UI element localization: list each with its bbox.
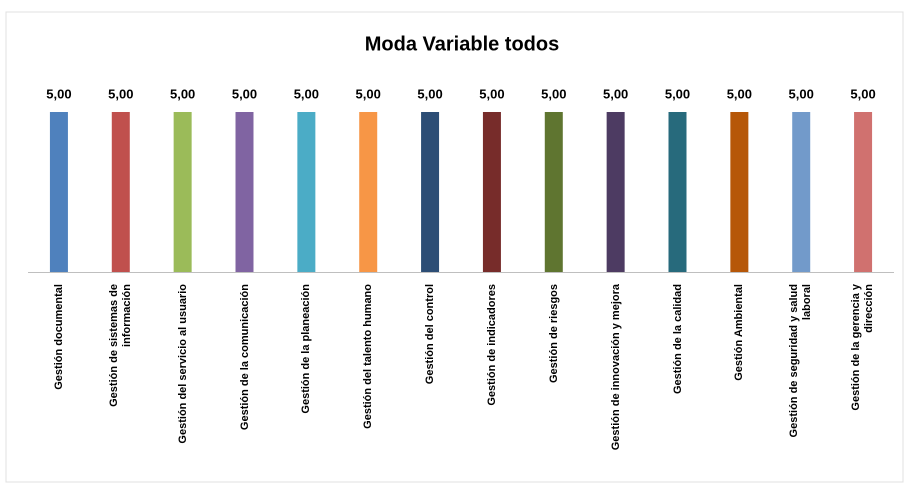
value-label: 5,00 [850, 86, 875, 101]
value-label: 5,00 [232, 86, 257, 101]
value-label: 5,00 [603, 86, 628, 101]
value-label: 5,00 [108, 86, 133, 101]
bar [854, 112, 873, 272]
x-tick-label: Gestión del control [423, 284, 436, 385]
bar [49, 112, 68, 272]
bar [668, 112, 687, 272]
bar [606, 112, 625, 272]
x-tick-label: Gestión de riesgos [547, 284, 560, 384]
bar [792, 112, 811, 272]
chart-title: Moda Variable todos [365, 33, 559, 55]
bar [297, 112, 316, 272]
bar [359, 112, 378, 272]
x-tick-label: Gestión de la planeación [299, 284, 312, 414]
x-tick-label: Gestión del servicio al usuario [176, 284, 189, 444]
value-label: 5,00 [356, 86, 381, 101]
value-label: 5,00 [789, 86, 814, 101]
value-label: 5,00 [727, 86, 752, 101]
value-label: 5,00 [417, 86, 442, 101]
value-label: 5,00 [665, 86, 690, 101]
x-tick-label: Gestión de la calidad [671, 284, 683, 395]
bar [730, 112, 749, 272]
x-tick-label: Gestión de indicadores [485, 284, 498, 406]
value-label: 5,00 [294, 86, 319, 101]
value-label: 5,00 [479, 86, 504, 101]
bar [421, 112, 440, 272]
x-tick-label: Gestión documental [52, 284, 65, 390]
x-tick-label: Gestión del talento humano [361, 284, 374, 429]
x-tick-label: Gestión de seguridad y salud laboral [788, 284, 814, 438]
value-label: 5,00 [541, 86, 566, 101]
bar [173, 112, 192, 272]
value-label: 5,00 [170, 86, 195, 101]
x-tick-label: Gestión de innovación y mejora [609, 284, 622, 451]
chart-frame [5, 11, 904, 483]
x-tick-label: Gestión de sistemas de información [107, 284, 133, 407]
bar [544, 112, 563, 272]
bar [111, 112, 130, 272]
bar [482, 112, 501, 272]
x-tick-label: Gestión de la gerencia y dirección [850, 284, 876, 411]
x-tick-label: Gestión Ambiental [732, 284, 745, 381]
value-label: 5,00 [46, 86, 71, 101]
bar [235, 112, 254, 272]
x-tick-label: Gestión de la comunicación [238, 284, 250, 431]
